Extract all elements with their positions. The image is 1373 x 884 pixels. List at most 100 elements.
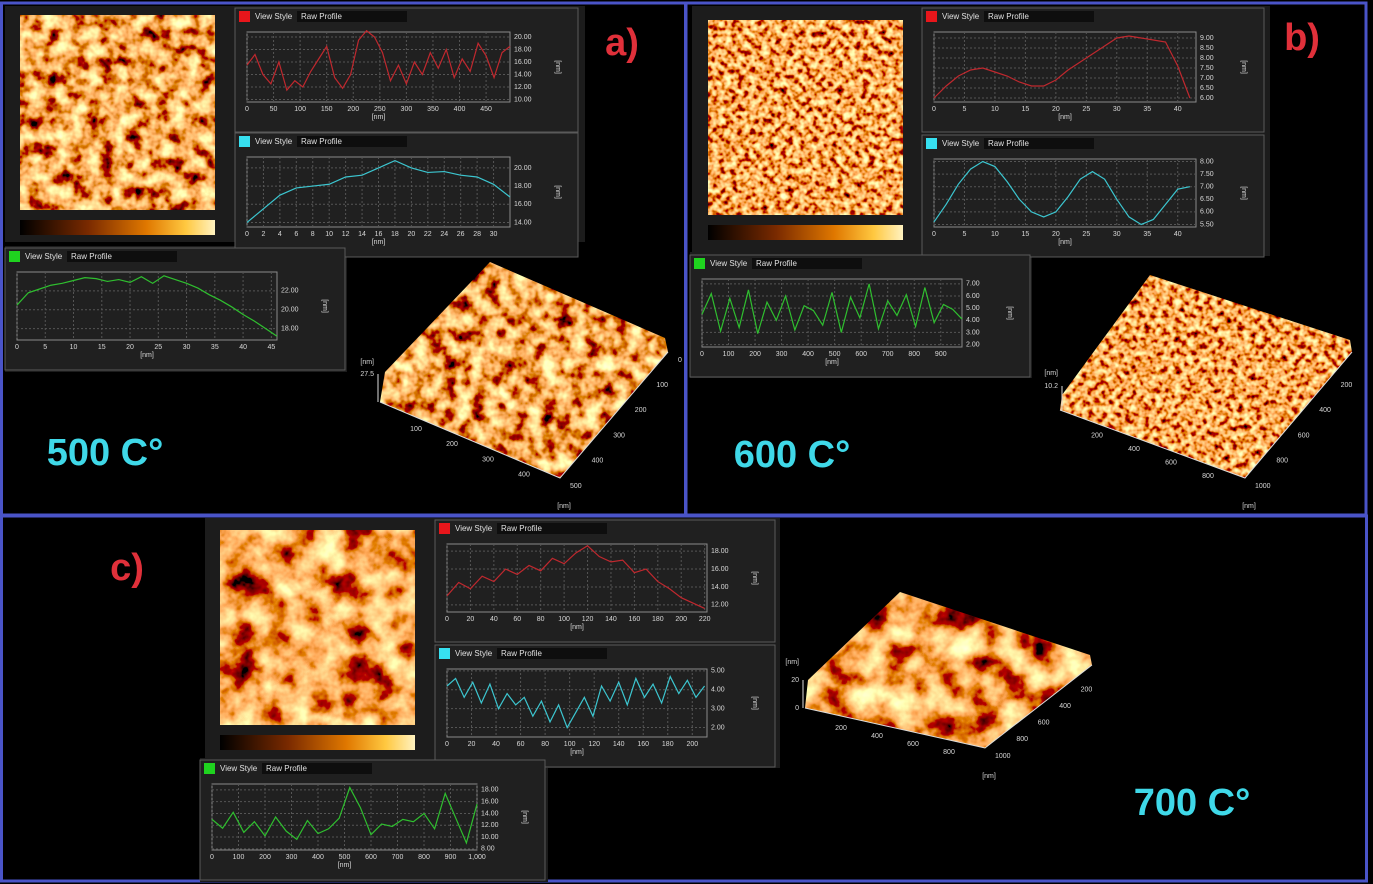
x-tick-label: 140 bbox=[605, 616, 617, 623]
x-tick-label: 0 bbox=[210, 854, 214, 861]
y-tick-label: 7.00 bbox=[1200, 75, 1214, 82]
y-tick-label: 16.00 bbox=[711, 566, 729, 573]
x-tick-label: 16 bbox=[375, 231, 383, 238]
x-tick-label: 120 bbox=[582, 616, 594, 623]
y-tick-label: 10.00 bbox=[481, 834, 499, 841]
y-unit: [nm] bbox=[554, 60, 561, 74]
color-swatch bbox=[239, 11, 250, 22]
x-tick-label: 6 bbox=[294, 231, 298, 238]
x-tick-label: 22 bbox=[424, 231, 432, 238]
y-tick-label: 0 bbox=[678, 357, 682, 364]
x-tick-label: 1,000 bbox=[468, 854, 486, 861]
y-unit: [nm] bbox=[557, 503, 571, 510]
x-tick-label: 14 bbox=[358, 231, 366, 238]
y-unit: [nm] bbox=[751, 696, 758, 710]
x-tick-label: 40 bbox=[1174, 106, 1182, 113]
x-tick-label: 600 bbox=[855, 351, 867, 358]
x-tick-label: 40 bbox=[490, 616, 498, 623]
x-tick-label: 100 bbox=[294, 106, 306, 113]
x-tick-label: 150 bbox=[321, 106, 333, 113]
z-tick-label: 20 bbox=[791, 677, 799, 684]
x-tick-label: 500 bbox=[829, 351, 841, 358]
x-tick-label: 2 bbox=[261, 231, 265, 238]
y-tick-label: 6.00 bbox=[1200, 95, 1214, 102]
y-tick-label: 18.00 bbox=[281, 326, 299, 333]
x-tick-label: 35 bbox=[1143, 106, 1151, 113]
color-bar bbox=[708, 225, 903, 240]
x-tick-label: 35 bbox=[1143, 231, 1151, 238]
y-tick-label: 6.50 bbox=[1200, 85, 1214, 92]
x-tick-label: 200 bbox=[1091, 432, 1103, 439]
y-tick-label: 5.00 bbox=[966, 305, 980, 312]
x-tick-label: 50 bbox=[270, 106, 278, 113]
x-tick-label: 20 bbox=[1052, 231, 1060, 238]
y-tick-label: 20.00 bbox=[281, 307, 299, 314]
view-style: View Style bbox=[455, 524, 493, 533]
y-tick-label: 14.00 bbox=[514, 219, 532, 226]
y-unit: [nm] bbox=[1006, 306, 1013, 320]
x-tick-label: 10 bbox=[991, 231, 999, 238]
view-style: View Style bbox=[25, 252, 63, 261]
y-tick-label: 12.00 bbox=[711, 602, 729, 609]
y-tick-label: 8.00 bbox=[1200, 158, 1214, 165]
x-tick-label: 700 bbox=[882, 351, 894, 358]
y-tick-label: 20.00 bbox=[514, 34, 532, 41]
y-tick-label: 800 bbox=[1016, 736, 1028, 743]
x-unit: [nm] bbox=[570, 624, 584, 631]
x-tick-label: 20 bbox=[468, 741, 476, 748]
y-tick-label: 14.00 bbox=[514, 71, 532, 78]
x-tick-label: 700 bbox=[392, 854, 404, 861]
x-tick-label: 220 bbox=[699, 616, 711, 623]
z-tick-label: 0 bbox=[795, 705, 799, 712]
y-tick-label: 400 bbox=[592, 458, 604, 465]
x-tick-label: 26 bbox=[457, 231, 465, 238]
y-tick-label: 400 bbox=[1059, 703, 1071, 710]
x-tick-label: 20 bbox=[1052, 106, 1060, 113]
color-swatch bbox=[694, 258, 705, 269]
z-unit: [nm] bbox=[360, 359, 374, 366]
view-style: View Style bbox=[942, 12, 980, 21]
x-tick-label: 120 bbox=[588, 741, 600, 748]
color-swatch bbox=[926, 11, 937, 22]
x-tick-label: 600 bbox=[907, 741, 919, 748]
profile-mode: Raw Profile bbox=[501, 524, 542, 533]
x-unit: [nm] bbox=[372, 239, 386, 246]
y-tick-label: 18.00 bbox=[514, 183, 532, 190]
profile-mode: Raw Profile bbox=[301, 12, 342, 21]
x-tick-label: 15 bbox=[1021, 106, 1029, 113]
x-tick-label: 450 bbox=[480, 106, 492, 113]
x-tick-label: 200 bbox=[835, 725, 847, 732]
y-tick-label: 4.00 bbox=[966, 317, 980, 324]
x-tick-label: 100 bbox=[410, 426, 422, 433]
x-tick-label: 160 bbox=[629, 616, 641, 623]
profile-mode: Raw Profile bbox=[71, 252, 112, 261]
x-unit: [nm] bbox=[825, 359, 839, 366]
x-unit: [nm] bbox=[1058, 239, 1072, 246]
color-swatch bbox=[926, 138, 937, 149]
y-tick-label: 22.00 bbox=[281, 288, 299, 295]
x-tick-label: 0 bbox=[445, 616, 449, 623]
view-style: View Style bbox=[255, 12, 293, 21]
temperature: 600 C° bbox=[734, 434, 851, 476]
y-unit: [nm] bbox=[982, 773, 996, 780]
y-unit: [nm] bbox=[521, 810, 528, 824]
y-tick-label: 7.50 bbox=[1200, 65, 1214, 72]
color-swatch bbox=[9, 251, 20, 262]
x-tick-label: 25 bbox=[154, 344, 162, 351]
x-tick-label: 30 bbox=[1113, 231, 1121, 238]
y-tick-label: 1000 bbox=[1255, 483, 1271, 490]
y-tick-label: 200 bbox=[1341, 382, 1353, 389]
x-tick-label: 900 bbox=[935, 351, 947, 358]
x-tick-label: 10 bbox=[325, 231, 333, 238]
x-tick-label: 8 bbox=[311, 231, 315, 238]
y-tick-label: 12.00 bbox=[514, 84, 532, 91]
panel-label: c) bbox=[110, 547, 144, 589]
x-tick-label: 250 bbox=[374, 106, 386, 113]
x-tick-label: 400 bbox=[802, 351, 814, 358]
y-tick-label: 200 bbox=[635, 407, 647, 414]
z-unit: [nm] bbox=[1044, 370, 1058, 377]
y-tick-label: 18.00 bbox=[711, 548, 729, 555]
x-tick-label: 300 bbox=[401, 106, 413, 113]
view-style: View Style bbox=[220, 764, 258, 773]
afm-image bbox=[20, 15, 215, 210]
